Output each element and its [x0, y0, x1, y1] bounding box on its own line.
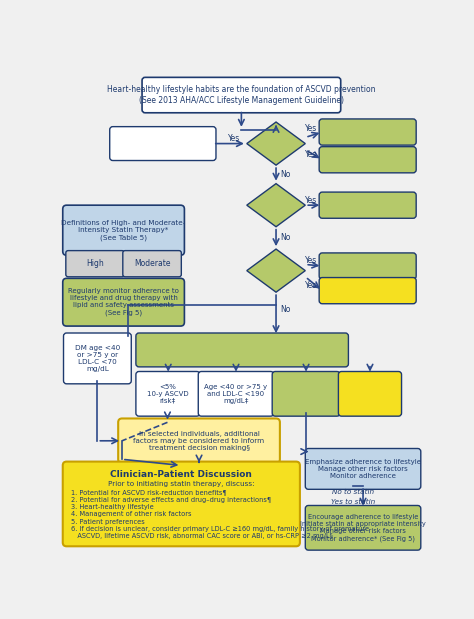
- FancyBboxPatch shape: [64, 333, 131, 384]
- Text: Moderate: Moderate: [134, 259, 170, 268]
- FancyBboxPatch shape: [305, 506, 421, 550]
- FancyBboxPatch shape: [319, 119, 416, 145]
- Text: Yes: Yes: [228, 134, 240, 143]
- FancyBboxPatch shape: [109, 127, 216, 160]
- Text: <5%
10-y ASCVD
risk‡: <5% 10-y ASCVD risk‡: [146, 384, 188, 404]
- FancyBboxPatch shape: [198, 371, 273, 416]
- Text: In selected individuals, additional
factors may be considered to inform
treatmen: In selected individuals, additional fact…: [134, 431, 264, 451]
- Text: No to statin: No to statin: [332, 488, 374, 495]
- Polygon shape: [247, 184, 305, 227]
- Text: Yes: Yes: [305, 196, 318, 205]
- Text: 1. Potential for ASCVD risk-reduction benefits¶: 1. Potential for ASCVD risk-reduction be…: [71, 490, 227, 495]
- Text: Yes: Yes: [305, 124, 318, 132]
- FancyBboxPatch shape: [136, 333, 348, 367]
- FancyBboxPatch shape: [66, 251, 124, 277]
- Text: No: No: [280, 170, 291, 179]
- FancyBboxPatch shape: [63, 462, 300, 547]
- Text: Regularly monitor adherence to
lifestyle and drug therapy with
lipid and safety : Regularly monitor adherence to lifestyle…: [68, 288, 179, 316]
- Text: DM age <40
or >75 y or
LDL-C <70
mg/dL: DM age <40 or >75 y or LDL-C <70 mg/dL: [75, 345, 120, 372]
- FancyBboxPatch shape: [305, 449, 421, 489]
- Text: Heart-healthy lifestyle habits are the foundation of ASCVD prevention
(See 2013 : Heart-healthy lifestyle habits are the f…: [107, 85, 375, 105]
- Text: No: No: [280, 305, 291, 314]
- Text: 2. Potential for adverse effects and drug–drug interactions¶: 2. Potential for adverse effects and dru…: [71, 496, 271, 503]
- Text: 4. Management of other risk factors: 4. Management of other risk factors: [71, 511, 191, 517]
- Polygon shape: [247, 122, 305, 165]
- FancyBboxPatch shape: [319, 147, 416, 173]
- FancyBboxPatch shape: [123, 251, 182, 277]
- Text: High: High: [86, 259, 104, 268]
- FancyBboxPatch shape: [142, 77, 341, 113]
- FancyBboxPatch shape: [338, 371, 401, 416]
- FancyBboxPatch shape: [63, 205, 184, 255]
- Text: Clinician-Patient Discussion: Clinician-Patient Discussion: [110, 470, 252, 479]
- Text: ASCVD, lifetime ASCVD risk, abnormal CAC score or ABI, or hs-CRP ≥2 mg/L§: ASCVD, lifetime ASCVD risk, abnormal CAC…: [71, 534, 333, 539]
- FancyBboxPatch shape: [272, 371, 340, 416]
- Text: Yes to statin: Yes to statin: [331, 500, 375, 505]
- FancyBboxPatch shape: [63, 279, 184, 326]
- FancyBboxPatch shape: [319, 253, 416, 279]
- FancyBboxPatch shape: [136, 371, 200, 416]
- Text: Definitions of High- and Moderate-
Intensity Statin Therapy*
(See Table 5): Definitions of High- and Moderate- Inten…: [62, 220, 186, 241]
- Text: Yes: Yes: [305, 256, 318, 265]
- Text: Yes: Yes: [305, 150, 318, 159]
- Text: 6. If decision is unclear, consider primary LDL-C ≥160 mg/dL, family history of : 6. If decision is unclear, consider prim…: [71, 526, 369, 532]
- Text: Age <40 or >75 y
and LDL-C <190
mg/dL‡: Age <40 or >75 y and LDL-C <190 mg/dL‡: [204, 384, 267, 404]
- Text: Prior to initiating statin therapy, discuss:: Prior to initiating statin therapy, disc…: [108, 481, 255, 487]
- Text: No: No: [280, 233, 291, 242]
- Polygon shape: [247, 249, 305, 292]
- Text: 5. Patient preferences: 5. Patient preferences: [71, 519, 145, 525]
- FancyBboxPatch shape: [319, 192, 416, 219]
- Text: Yes: Yes: [305, 281, 318, 290]
- Text: Emphasize adherence to lifestyle
Manage other risk factors
Monitor adherence: Emphasize adherence to lifestyle Manage …: [305, 459, 421, 478]
- Text: Encourage adherence to lifestyle
Initiate statin at appropriate intensity
Manage: Encourage adherence to lifestyle Initiat…: [300, 514, 426, 542]
- Text: 3. Heart-healthy lifestyle: 3. Heart-healthy lifestyle: [71, 504, 154, 510]
- FancyBboxPatch shape: [319, 277, 416, 304]
- FancyBboxPatch shape: [118, 418, 280, 463]
